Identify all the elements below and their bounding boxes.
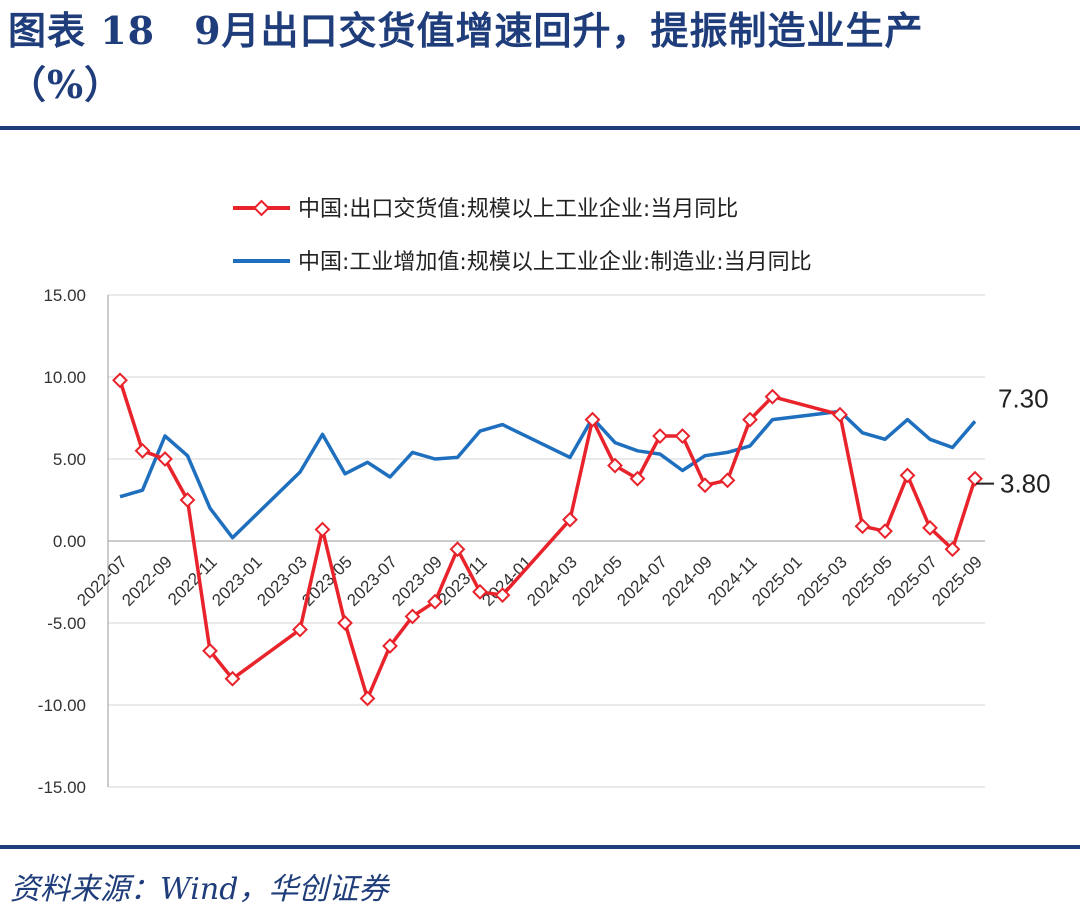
export-point-marker: [877, 523, 893, 540]
series-line-export: [118, 379, 977, 701]
export-point-marker: [629, 470, 646, 487]
chart-legend: 中国:出口交货值:规模以上工业企业:当月同比中国:工业增加值:规模以上工业企业:…: [233, 197, 812, 275]
export-point-marker: [922, 519, 938, 536]
export-point-marker: [337, 615, 353, 631]
export-point-marker: [652, 428, 668, 444]
title-divider: [0, 126, 1080, 130]
export-point-marker: [134, 442, 151, 459]
y-tick-label: 5.00: [53, 450, 86, 469]
export-point-marker: [179, 492, 196, 508]
figure-title-line2: （%）: [8, 62, 124, 107]
x-tick-label: 2024-09: [658, 552, 716, 610]
export-point-marker: [359, 690, 376, 707]
figure-title: 图表 18 9月出口交货值增速回升，提振制造业生产 （%）: [8, 4, 1072, 112]
y-axis: 15.00 10.00 5.00 0.00 -5.00 -10.00 -15.00: [38, 286, 109, 797]
export-point-marker: [224, 670, 241, 687]
export-point-marker: [472, 583, 488, 600]
end-labels: 7.30 3.80: [976, 383, 1051, 499]
export-point-marker: [854, 518, 871, 535]
source-note: 资料来源：Wind，华创证券: [10, 872, 389, 907]
y-tick-label: 15.00: [43, 286, 86, 305]
export-point-marker: [157, 451, 173, 467]
line-chart: 中国:出口交货值:规模以上工业企业:当月同比中国:工业增加值:规模以上工业企业:…: [38, 197, 1051, 797]
export-point-marker: [404, 608, 421, 625]
export-point-marker: [562, 511, 578, 528]
export-point-marker: [314, 521, 331, 538]
export-point-marker: [899, 467, 916, 484]
export-point-marker: [674, 428, 691, 444]
export-point-marker: [449, 541, 466, 558]
export-point-marker: [584, 411, 601, 428]
y-tick-label: 0.00: [53, 532, 86, 551]
industry-end-label: 7.30: [998, 383, 1049, 413]
y-tick-label: 10.00: [43, 368, 86, 387]
export-point-marker: [719, 472, 736, 489]
source-divider: [0, 845, 1080, 849]
x-axis: 2022-072022-092022-112023-012023-032023-…: [73, 540, 986, 610]
y-tick-label: -10.00: [38, 696, 86, 715]
x-tick-label: 2025-09: [928, 552, 986, 610]
legend-label-industry: 中国:工业增加值:规模以上工业企业:制造业:当月同比: [298, 250, 812, 275]
export-end-label: 3.80: [1000, 469, 1051, 499]
export-point-marker: [944, 541, 961, 558]
export-point-marker: [427, 593, 443, 610]
legend-marker-export: [253, 199, 270, 217]
export-point-marker: [967, 470, 983, 487]
x-tick-label: 2022-09: [118, 552, 176, 610]
series-line-industry: [119, 409, 977, 540]
export-point-marker: [494, 587, 511, 604]
chart-series: [112, 372, 983, 707]
export-point-marker: [292, 621, 308, 638]
export-point-marker: [742, 411, 758, 428]
y-tick-label: -5.00: [47, 614, 86, 633]
export-point-marker: [382, 638, 398, 654]
export-point-marker: [607, 457, 623, 474]
y-tick-label: -15.00: [38, 778, 86, 797]
export-point-marker: [112, 372, 128, 389]
figure-title-line1: 图表 18 9月出口交货值增速回升，提振制造业生产: [8, 8, 924, 53]
export-point-marker: [764, 388, 781, 405]
export-point-marker: [202, 642, 218, 659]
export-point-marker: [832, 406, 848, 423]
legend-label-export: 中国:出口交货值:规模以上工业企业:当月同比: [298, 197, 738, 222]
export-point-marker: [697, 477, 713, 494]
